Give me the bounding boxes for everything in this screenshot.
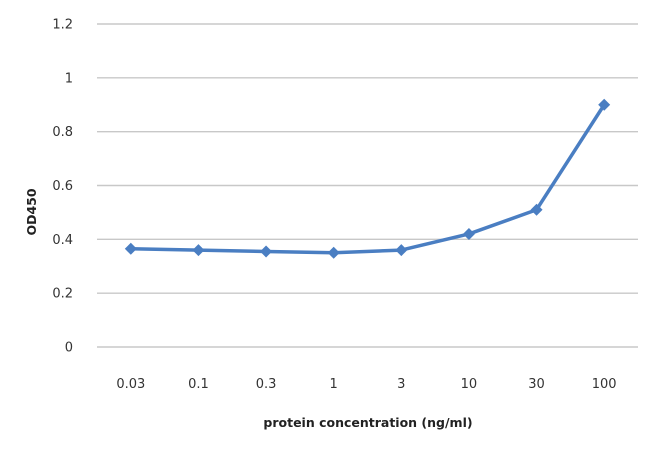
- y-tick-label: 0.6: [52, 179, 73, 194]
- data-point-marker: [598, 98, 611, 111]
- gridlines: [97, 23, 638, 348]
- y-tick-label: 1.2: [52, 18, 73, 33]
- x-tick-label: 100: [592, 377, 617, 392]
- series-line: [129, 103, 606, 255]
- y-tick-label: 0.8: [52, 125, 73, 140]
- data-point-marker: [462, 227, 475, 240]
- data-point-marker: [530, 203, 543, 216]
- y-tick-label: 1: [65, 71, 73, 86]
- y-tick-label: 0.4: [52, 233, 73, 248]
- data-point-marker: [260, 245, 273, 258]
- x-tick-label: 0.3: [256, 377, 277, 392]
- x-tick-label: 0.1: [188, 377, 209, 392]
- x-axis-title: protein concentration (ng/ml): [263, 415, 472, 430]
- data-point-marker: [327, 246, 340, 259]
- x-tick-label: 3: [397, 377, 405, 392]
- x-tick-label: 10: [461, 377, 478, 392]
- data-point-marker: [192, 244, 205, 257]
- data-point-marker: [395, 244, 408, 257]
- y-tick-label: 0.2: [52, 287, 73, 302]
- x-tick-label: 1: [330, 377, 338, 392]
- x-tick-label: 0.03: [116, 377, 145, 392]
- x-tick-labels: 0.03 0.1 0.3 1 3 10 30 100: [116, 377, 616, 392]
- series: [129, 103, 606, 255]
- y-axis-title: OD450: [24, 188, 39, 235]
- y-tick-labels: 0 0.2 0.4 0.6 0.8 1 1.2: [52, 18, 73, 356]
- data-point-marker: [124, 242, 137, 255]
- x-tick-label: 30: [528, 377, 545, 392]
- y-tick-label: 0: [65, 341, 73, 356]
- markers: [124, 98, 611, 259]
